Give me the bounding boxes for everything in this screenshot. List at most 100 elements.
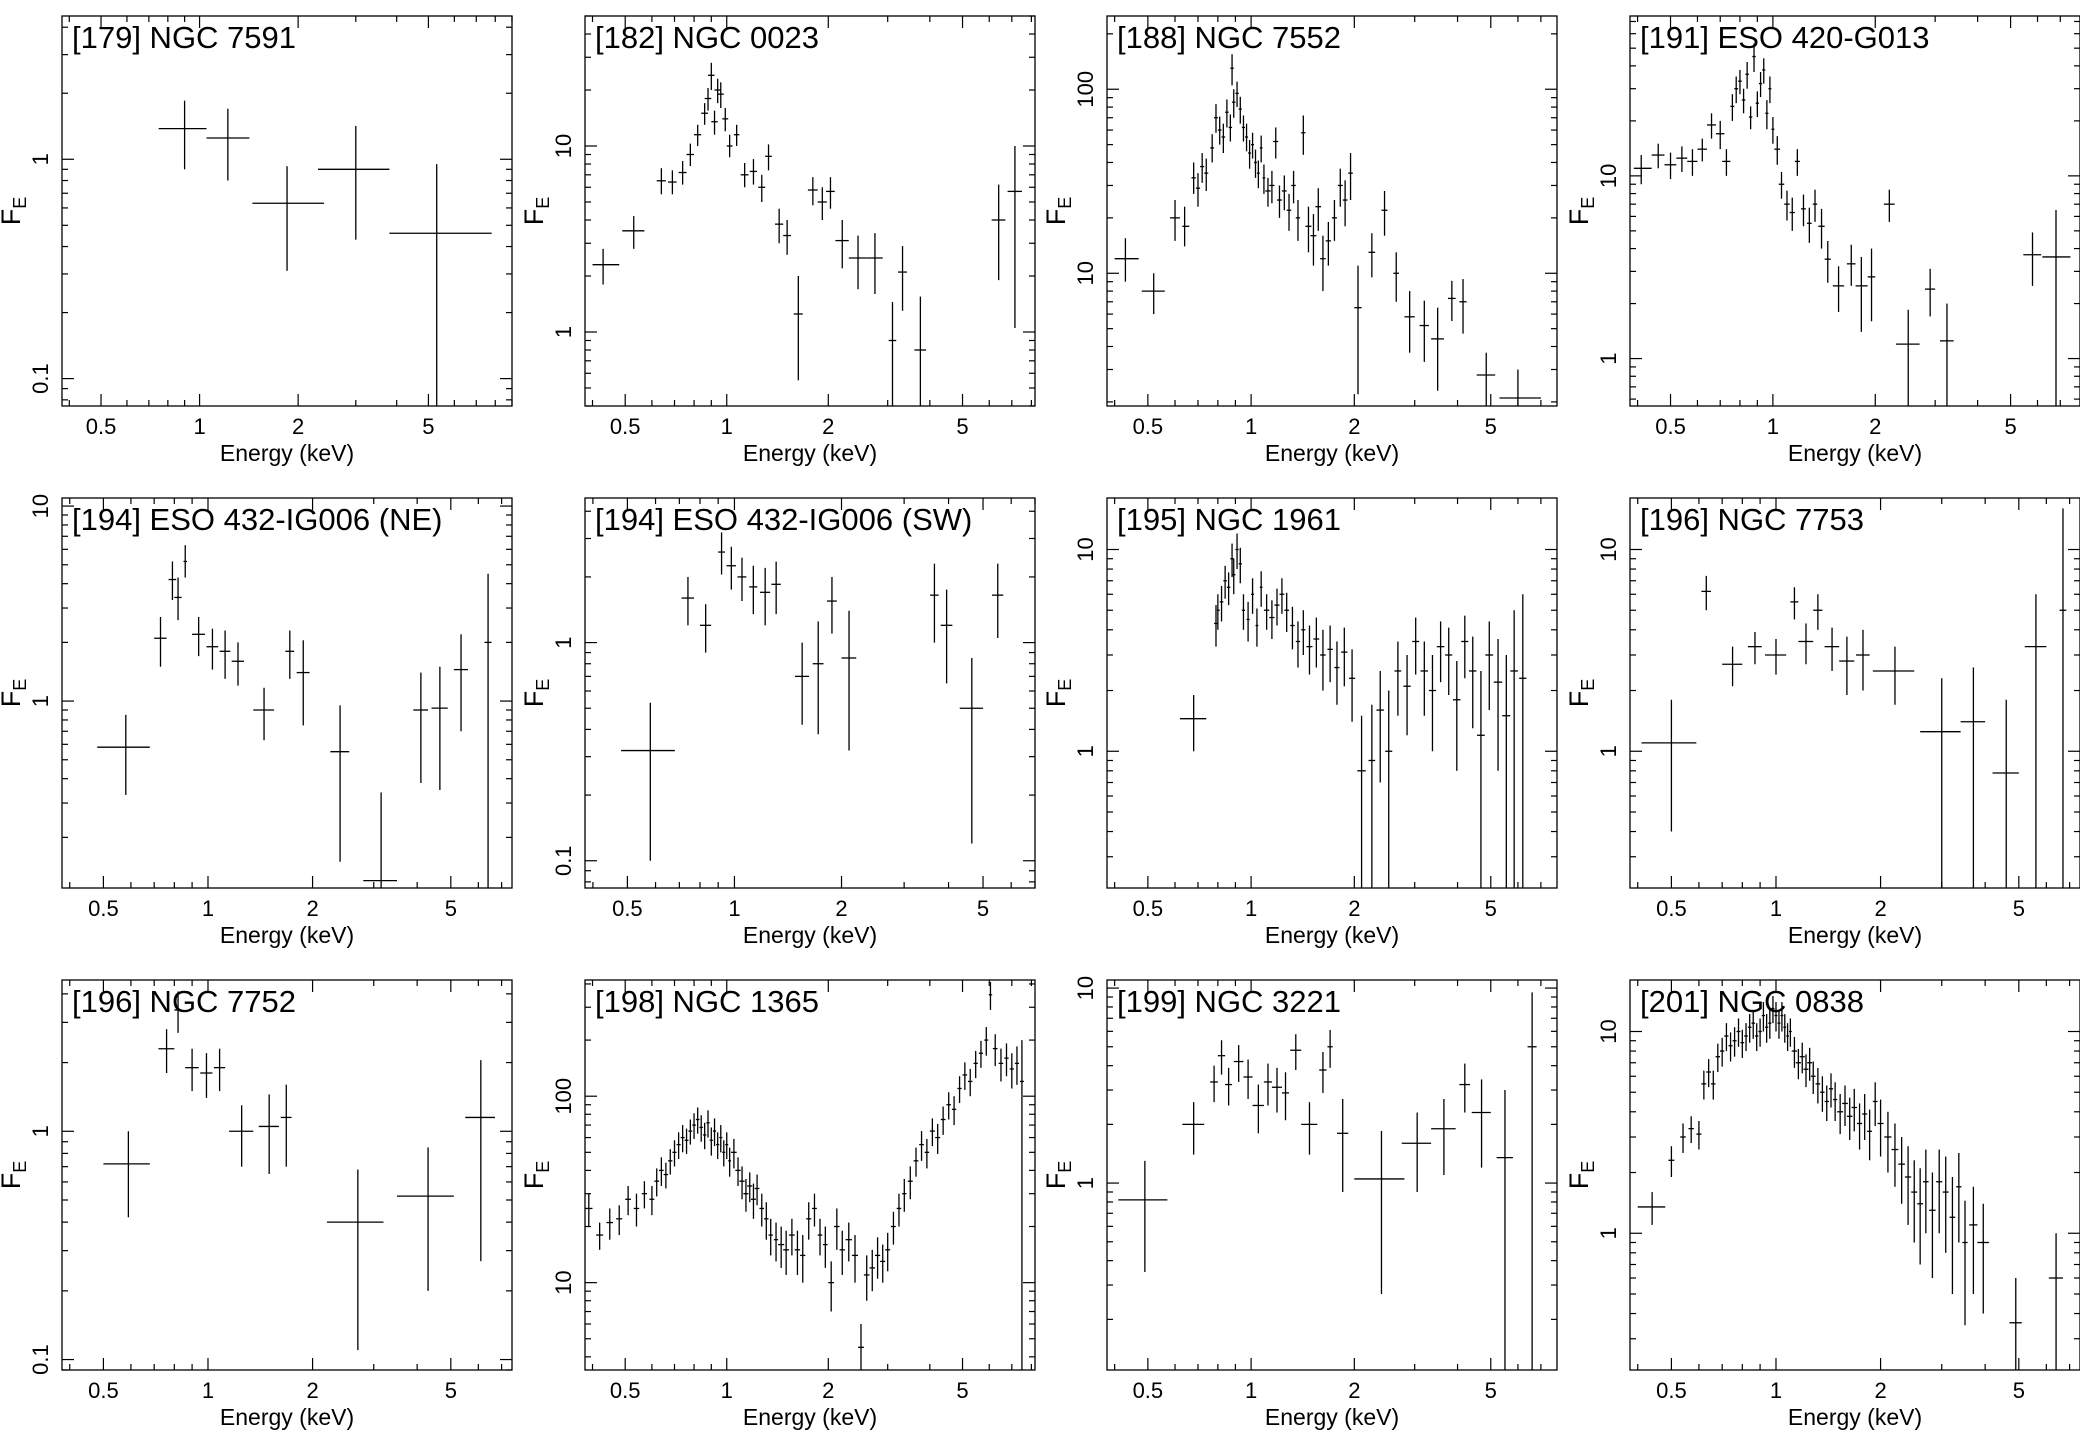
data-point xyxy=(1884,1111,1892,1173)
data-point xyxy=(206,108,250,181)
data-point xyxy=(1813,594,1823,630)
data-point xyxy=(1923,1149,1929,1234)
data-point xyxy=(688,1119,693,1145)
data-point xyxy=(1281,1072,1290,1121)
x-tick-label: 2 xyxy=(835,896,847,921)
x-tick-label: 2 xyxy=(822,1378,834,1403)
data-point xyxy=(1412,617,1420,675)
data-point xyxy=(839,1230,845,1275)
data-points xyxy=(1637,995,2063,1370)
data-point xyxy=(1780,1002,1784,1032)
data-point xyxy=(1469,636,1477,729)
data-point xyxy=(1837,1094,1844,1135)
data-point xyxy=(2023,232,2042,286)
data-point xyxy=(1238,547,1242,584)
data-point xyxy=(1241,115,1246,142)
data-point xyxy=(1969,1186,1978,1294)
data-point xyxy=(1856,629,1870,691)
data-point xyxy=(1401,1112,1432,1192)
x-tick-label: 0.5 xyxy=(86,414,117,439)
data-point xyxy=(1265,177,1271,207)
data-point xyxy=(231,642,245,686)
data-point xyxy=(1771,995,1775,1024)
data-points xyxy=(1633,43,2071,406)
y-tick-label: 1 xyxy=(1073,745,1098,757)
data-point xyxy=(253,687,275,741)
plot-frame xyxy=(1106,979,1558,1371)
data-point xyxy=(1752,43,1756,73)
data-point xyxy=(1815,1067,1821,1104)
data-point xyxy=(834,1208,840,1250)
x-axis-label: Energy (keV) xyxy=(1265,440,1399,466)
y-axis-label-main: F xyxy=(519,1173,549,1190)
data-point xyxy=(1715,1043,1721,1072)
y-axis-label-main: F xyxy=(1564,209,1594,226)
panel-3: 0.5 1 2 5 10 100 Energy (keV) FE [188] NGC 7552 xyxy=(1041,15,1558,466)
data-point xyxy=(817,187,827,221)
data-point xyxy=(1217,116,1222,145)
data-point xyxy=(1368,704,1376,888)
data-point xyxy=(1447,280,1456,322)
data-point xyxy=(252,166,325,271)
data-point xyxy=(1331,200,1337,241)
data-point xyxy=(621,702,675,861)
x-tick-label: 2 xyxy=(822,414,834,439)
data-point xyxy=(1499,369,1541,406)
data-point xyxy=(1664,152,1677,180)
y-tick-label: 1 xyxy=(551,636,576,648)
data-point xyxy=(1235,533,1239,570)
data-points xyxy=(585,981,1024,1370)
panel-title: [198] NGC 1365 xyxy=(595,984,819,1019)
data-point xyxy=(1701,575,1711,611)
data-point xyxy=(1904,1146,1912,1225)
data-point xyxy=(1182,1102,1205,1155)
data-point xyxy=(1502,654,1511,888)
data-point xyxy=(1895,309,1920,406)
data-point xyxy=(453,634,468,732)
x-tick-label: 5 xyxy=(1485,414,1497,439)
y-tick-label: 10 xyxy=(1596,1019,1621,1043)
data-point xyxy=(1233,1045,1244,1082)
data-point xyxy=(898,245,907,311)
y-axis-label-subscript: E xyxy=(1055,679,1075,691)
data-point xyxy=(285,630,295,679)
data-point xyxy=(1251,132,1255,159)
data-point xyxy=(962,1062,968,1090)
data-point xyxy=(622,216,645,249)
data-point xyxy=(1706,113,1716,139)
data-point xyxy=(957,1076,962,1103)
data-point xyxy=(1195,173,1201,207)
y-axis-label-subscript: E xyxy=(533,197,553,209)
data-point xyxy=(1263,1063,1272,1106)
x-tick-label: 0.5 xyxy=(1133,1378,1164,1403)
data-point xyxy=(1807,207,1812,243)
data-point xyxy=(940,589,953,684)
data-point xyxy=(625,1185,631,1216)
data-point xyxy=(1327,625,1333,683)
data-point xyxy=(1754,1023,1759,1052)
panel-12: 0.5 1 2 5 1 10 Energy (keV) FE [201] NGC 0838 xyxy=(1564,979,2080,1430)
data-point xyxy=(1235,81,1239,108)
data-point xyxy=(768,1218,773,1256)
data-point xyxy=(828,1261,835,1312)
data-point xyxy=(1783,1014,1787,1043)
y-tick-label: 1 xyxy=(28,1125,53,1137)
data-point xyxy=(988,981,993,1010)
data-point xyxy=(1404,291,1415,353)
data-point xyxy=(1459,279,1467,334)
data-point xyxy=(1223,565,1227,599)
data-point xyxy=(1301,1102,1318,1155)
y-tick-label: 1 xyxy=(551,326,576,338)
y-axis-label: FE xyxy=(1564,197,1598,226)
data-point xyxy=(807,177,818,206)
data-point xyxy=(722,108,729,132)
data-point xyxy=(1920,678,1961,888)
data-point xyxy=(773,1222,779,1262)
data-point xyxy=(585,1193,593,1227)
data-point xyxy=(1191,162,1196,194)
panel-title: [182] NGC 0023 xyxy=(595,20,819,55)
x-tick-label: 2 xyxy=(1874,1378,1886,1403)
x-axis-label: Energy (keV) xyxy=(220,440,354,466)
